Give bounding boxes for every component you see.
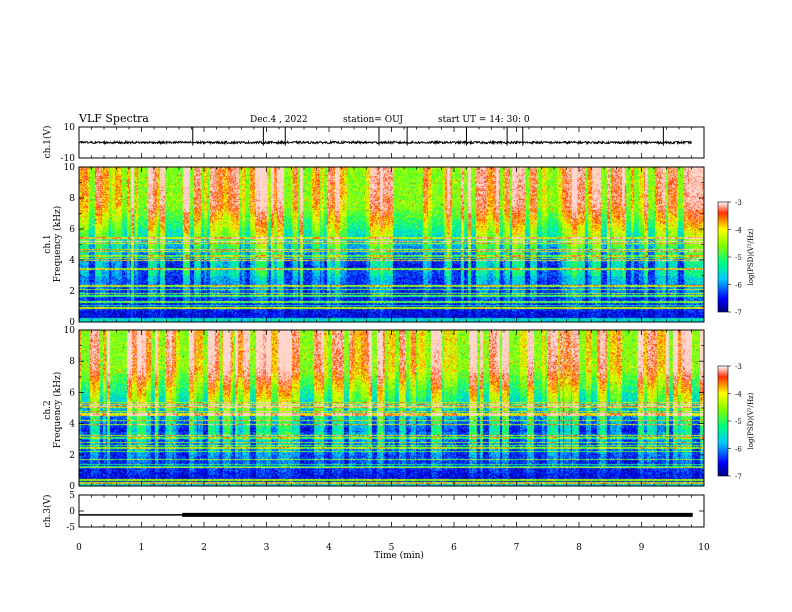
colorbar-tick-label: -4 [735, 227, 742, 235]
x-tick-label: 2 [201, 543, 207, 553]
y-tick-label: 10 [64, 326, 76, 336]
ch2-spectrogram-image [79, 330, 704, 486]
colorbar-tick-label: -5 [735, 254, 742, 262]
y-tick-label: 6 [69, 225, 75, 235]
start-time-label: start UT = 14: 30: 0 [438, 115, 530, 125]
ch1-spectrogram-image [79, 167, 704, 322]
ch2-spectrogram-ylabel-freq: Frequency (kHz) [52, 372, 63, 449]
x-tick-label: 3 [264, 543, 270, 553]
ch1-spectrogram-ylabel-freq: Frequency (kHz) [52, 206, 63, 283]
x-tick-label: 8 [576, 543, 582, 553]
ch3-signal-ylabel: ch.3(V) [42, 495, 53, 528]
date-label: Dec.4 , 2022 [250, 115, 308, 125]
colorbar-label: log(PSD)(V²/Hz) [747, 392, 755, 449]
y-tick-label: 6 [69, 388, 75, 398]
ch2-colorbar [717, 365, 729, 477]
y-tick-label: 8 [69, 357, 75, 367]
colorbar-tick-label: -3 [735, 363, 742, 371]
y-tick-label: -10 [61, 154, 76, 164]
x-tick-label: 4 [326, 543, 332, 553]
y-tick-label: 2 [69, 287, 75, 297]
colorbar-tick-label: -4 [735, 391, 742, 399]
y-tick-label: 2 [69, 451, 75, 461]
ch1-colorbar [717, 201, 729, 313]
y-tick-label: 5 [69, 491, 75, 501]
colorbar-tick-label: -6 [735, 446, 742, 454]
colorbar-label: log(PSD)(V²/Hz) [747, 228, 755, 285]
y-tick-label: 4 [69, 256, 75, 266]
y-tick-label: 4 [69, 420, 75, 430]
y-tick-label: 0 [69, 482, 75, 492]
figure-title: VLF Spectra [78, 112, 149, 125]
y-tick-label: 0 [69, 507, 75, 517]
colorbar-tick-label: -7 [735, 473, 742, 481]
colorbar-tick-label: -5 [735, 418, 742, 426]
ch1-waveform-ylabel: ch.1(V) [42, 126, 53, 159]
x-tick-label: 7 [514, 543, 520, 553]
x-tick-label: 1 [139, 543, 145, 553]
station-label: station= OUJ [343, 115, 403, 125]
x-tick-label: 6 [451, 543, 457, 553]
colorbar-tick-label: -6 [735, 282, 742, 290]
colorbar-tick-label: -3 [735, 199, 742, 207]
ch2-spectrogram-ylabel-ch: ch.2 [43, 400, 53, 419]
y-tick-label: 10 [64, 123, 76, 133]
y-tick-label: -5 [66, 523, 75, 533]
y-tick-label: 10 [64, 163, 76, 173]
y-tick-label: 0 [69, 318, 75, 328]
x-tick-label: 9 [639, 543, 645, 553]
ch1-waveform-line [78, 139, 692, 146]
colorbar-tick-label: -7 [735, 309, 742, 317]
y-tick-label: 8 [69, 194, 75, 204]
ch1-spectrogram-ylabel-ch: ch.1 [43, 234, 53, 253]
x-axis-label: Time (min) [374, 550, 424, 561]
x-tick-label: 10 [698, 543, 710, 553]
x-tick-label: 5 [389, 543, 395, 553]
x-tick-label: 0 [76, 543, 82, 553]
